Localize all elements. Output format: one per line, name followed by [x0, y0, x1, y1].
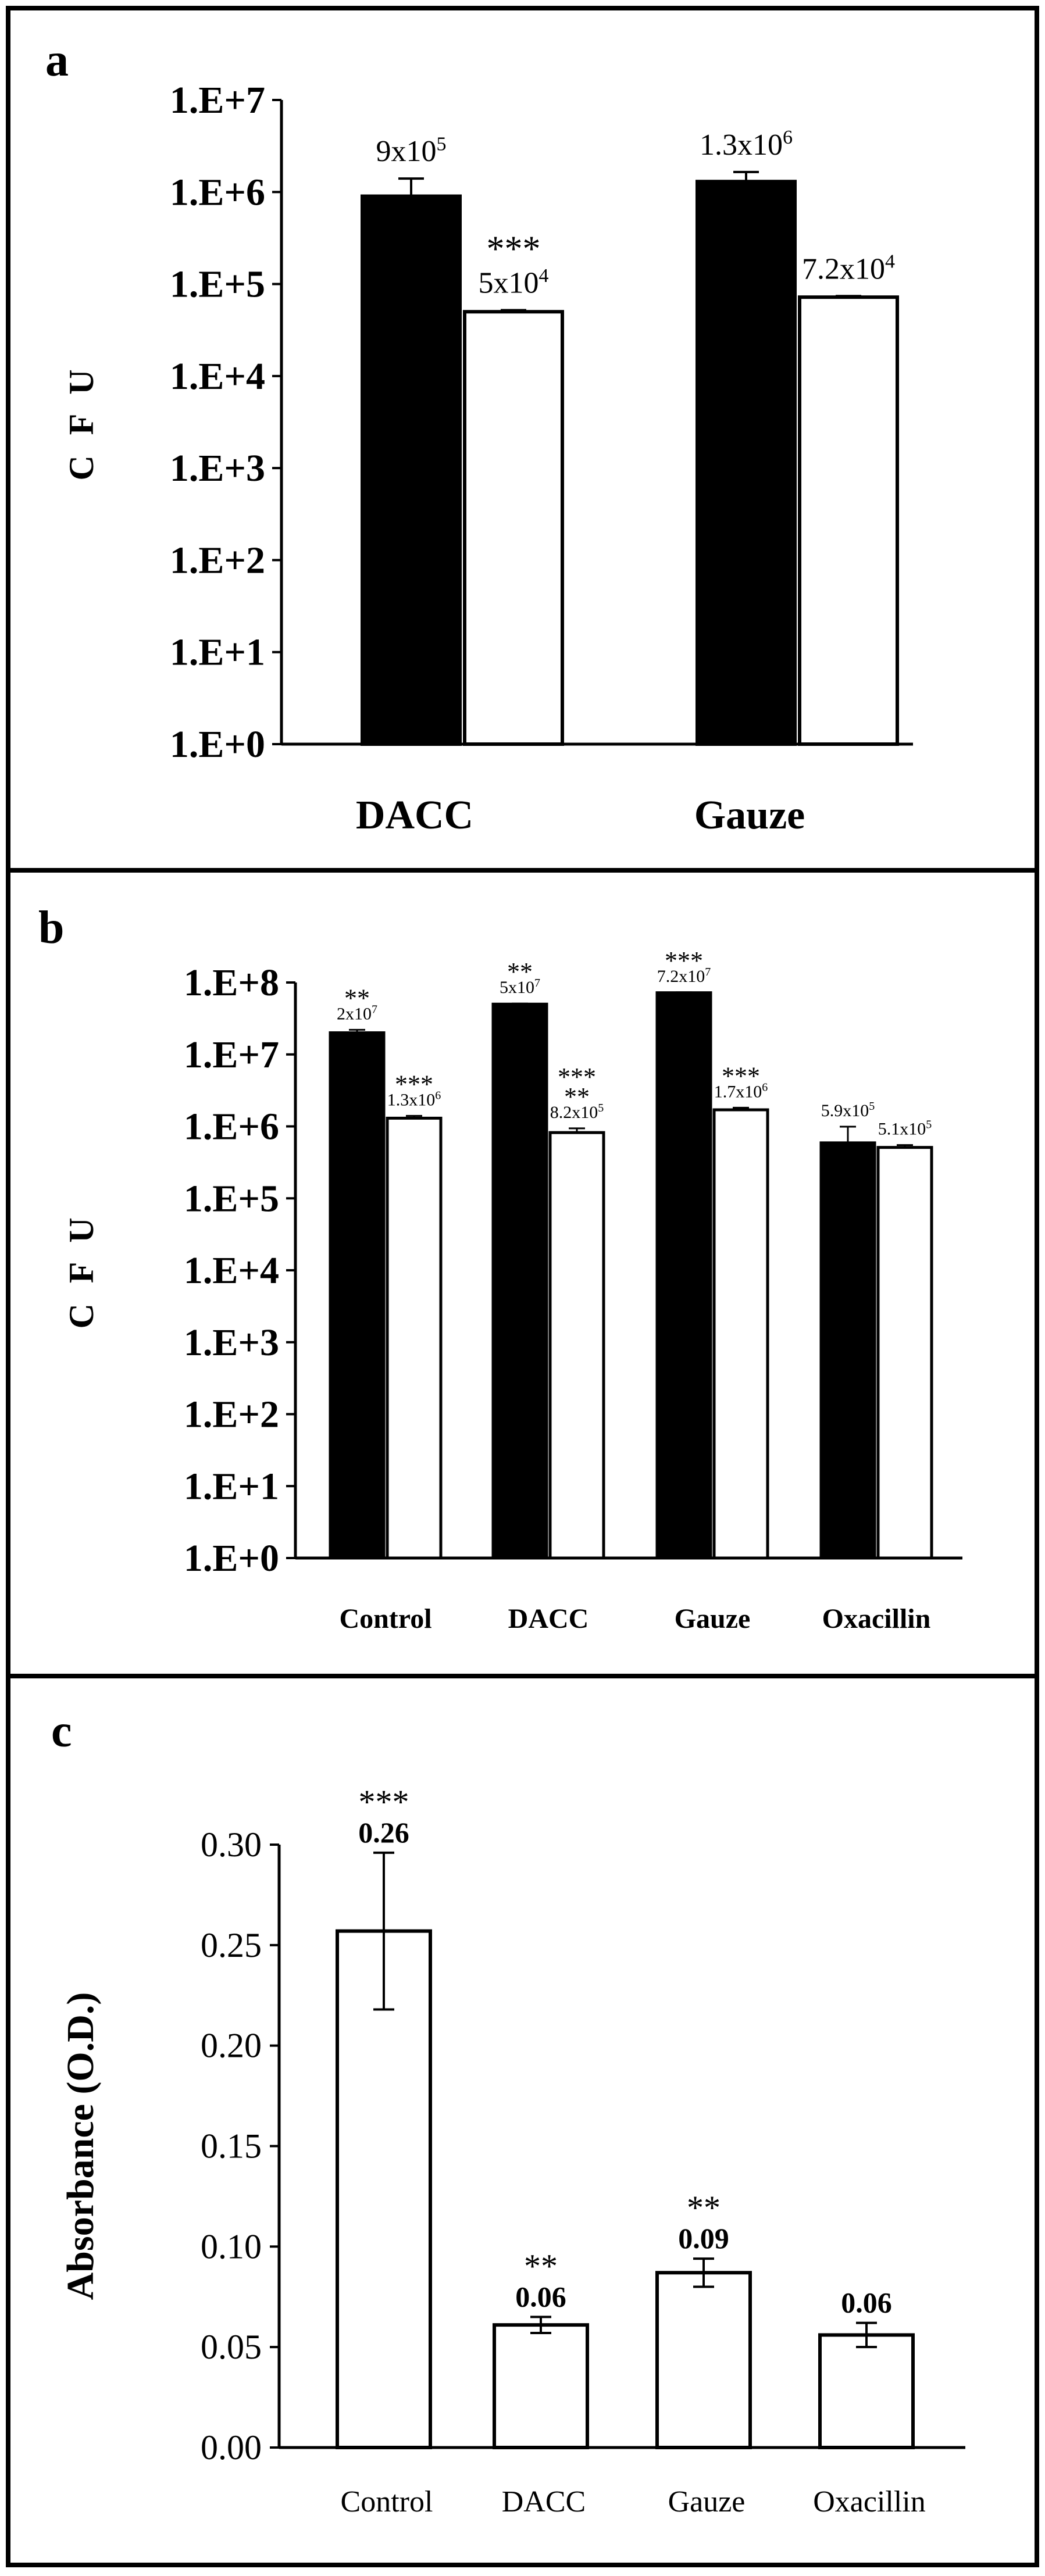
- significance-mark: ***: [487, 230, 541, 269]
- y-tick-label: 0.00: [201, 2428, 262, 2467]
- data-label: 9x105: [376, 133, 447, 168]
- x-category-label: Oxacillin: [822, 1603, 931, 1634]
- data-label: 1.3x106: [387, 1089, 441, 1109]
- y-tick-label: 1.E+1: [184, 1465, 279, 1507]
- bar-open: [655, 2271, 752, 2450]
- significance-mark: ***: [722, 1062, 760, 1090]
- x-category-label: Gauze: [694, 793, 805, 838]
- significance-mark: **: [507, 957, 533, 986]
- data-label: 5.9x105: [821, 1100, 875, 1120]
- bar-filled: [329, 1031, 386, 1560]
- bar-open: [876, 1146, 933, 1560]
- x-category-label: Gauze: [675, 1603, 751, 1634]
- x-category-label: Control: [341, 2485, 433, 2518]
- significance-mark: ***: [359, 1783, 409, 1821]
- chart-panel-a: 1.E+0 1.E+1 1.E+2 1.E+3 1.E+4 1.E+5 1.E+6 1.E+7…: [62, 79, 913, 838]
- x-category-label: DACC: [502, 2485, 586, 2518]
- y-tick-label: 1.E+3: [184, 1321, 279, 1364]
- y-tick-label: 0.25: [201, 1926, 262, 1964]
- significance-mark: **: [524, 2247, 558, 2285]
- bar-filled: [491, 1002, 548, 1560]
- y-tick-label: 0.05: [201, 2328, 262, 2366]
- data-label: 1.7x106: [714, 1081, 768, 1101]
- panel-letter-c: c: [51, 1706, 72, 1757]
- y-tick-label: 1.E+5: [170, 263, 265, 306]
- y-tick-label: 1.E+0: [170, 723, 265, 766]
- data-label: 5x104: [479, 265, 549, 300]
- x-category-label: Oxacillin: [813, 2485, 926, 2518]
- figure-frame: [6, 6, 1039, 2567]
- y-tick-label: 0.15: [201, 2127, 262, 2166]
- bar-filled: [361, 194, 462, 746]
- y-axis-title: C F U: [62, 1212, 101, 1328]
- data-label: 5.1x105: [878, 1119, 932, 1139]
- data-label: 7.2x104: [802, 251, 895, 286]
- bar-open: [818, 2333, 915, 2450]
- significance-mark: ***: [665, 946, 703, 975]
- significance-mark-0: ***: [558, 1063, 596, 1091]
- bar-filled: [696, 180, 797, 746]
- data-label: 0.06: [515, 2280, 566, 2313]
- data-label: 8.2x105: [550, 1102, 604, 1122]
- y-tick-label: 0.20: [201, 2027, 262, 2065]
- bar-open: [548, 1131, 605, 1560]
- panel-letter-b: b: [38, 902, 65, 953]
- y-tick-label: 1.E+4: [184, 1249, 279, 1292]
- significance-mark: ***: [395, 1070, 433, 1098]
- significance-mark-1: **: [564, 1082, 590, 1111]
- data-label: 0.06: [841, 2286, 892, 2319]
- y-tick-label: 1.E+7: [170, 79, 265, 122]
- x-category-label: Gauze: [668, 2485, 746, 2518]
- panel-letter-a: a: [45, 35, 69, 86]
- data-label: 5x107: [500, 977, 540, 997]
- y-tick-label: 1.E+1: [170, 631, 265, 674]
- bar-open: [463, 310, 564, 746]
- x-category-label: Control: [339, 1603, 431, 1634]
- y-tick-label: 0.10: [201, 2227, 262, 2266]
- x-category-label: DACC: [508, 1603, 589, 1634]
- bar-filled: [819, 1141, 876, 1560]
- bar-open: [386, 1116, 443, 1560]
- data-label: 2x107: [337, 1003, 377, 1023]
- data-label: 1.3x106: [700, 127, 793, 162]
- bar-open: [798, 295, 899, 746]
- chart-panel-b: 1.E+0 1.E+1 1.E+2 1.E+3 1.E+4 1.E+5 1.E+6 1.E+7…: [62, 946, 962, 1634]
- significance-mark: **: [687, 2189, 721, 2227]
- bar-open: [493, 2323, 589, 2449]
- chart-panel-c: 0.00 0.05 0.10 0.15 0.20 0.25 0.30 Absorbance (…: [59, 1783, 965, 2518]
- y-tick-label: 1.E+6: [184, 1106, 279, 1148]
- data-label: 0.26: [358, 1816, 409, 1849]
- y-tick-label: 1.E+2: [184, 1394, 279, 1436]
- bar-filled: [655, 991, 712, 1560]
- data-label: 7.2x107: [657, 966, 711, 986]
- y-tick-label: 1.E+6: [170, 171, 265, 213]
- x-category-label: DACC: [356, 793, 473, 838]
- significance-mark: **: [344, 984, 370, 1012]
- y-tick-label: 1.E+2: [170, 539, 265, 581]
- y-tick-label: 0.30: [201, 1825, 262, 1864]
- y-tick-label: 1.E+3: [170, 447, 265, 490]
- y-tick-label: 1.E+5: [184, 1177, 279, 1220]
- y-axis-title: Absorbance (O.D.): [59, 1992, 102, 2300]
- data-label: 0.09: [678, 2222, 729, 2255]
- y-tick-label: 1.E+8: [184, 962, 279, 1004]
- y-tick-label: 1.E+0: [184, 1537, 279, 1580]
- y-tick-label: 1.E+4: [170, 355, 265, 398]
- bar-open: [712, 1108, 769, 1560]
- y-axis-title: C F U: [62, 363, 101, 480]
- y-tick-label: 1.E+7: [184, 1034, 279, 1076]
